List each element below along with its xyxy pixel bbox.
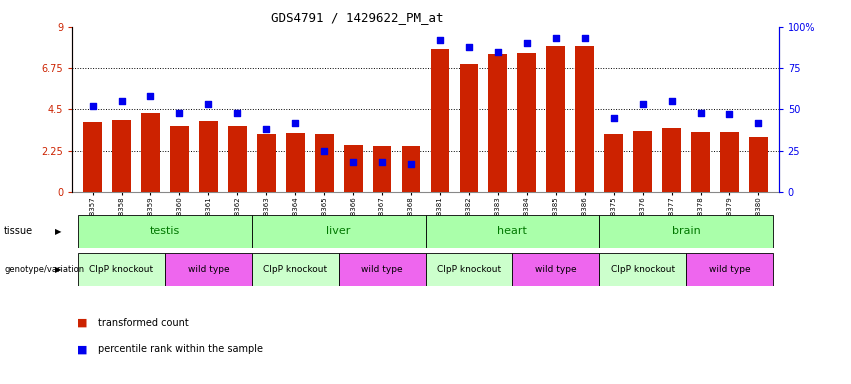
Bar	[83, 122, 102, 192]
Bar	[720, 132, 739, 192]
Bar	[546, 46, 565, 192]
Point	[404, 161, 418, 167]
Bar	[460, 64, 478, 192]
Text: brain: brain	[671, 226, 700, 237]
Bar	[315, 134, 334, 192]
Bar	[252, 253, 339, 286]
Text: ▶: ▶	[54, 265, 61, 274]
Point	[260, 126, 273, 132]
Text: ■: ■	[77, 344, 87, 354]
Point	[722, 111, 736, 118]
Bar	[170, 126, 189, 192]
Text: genotype/variation: genotype/variation	[4, 265, 84, 274]
Bar	[339, 253, 426, 286]
Point	[520, 40, 534, 46]
Text: wild type: wild type	[362, 265, 403, 274]
Text: transformed count: transformed count	[98, 318, 189, 328]
Bar	[599, 253, 686, 286]
Point	[433, 37, 447, 43]
Bar	[286, 133, 305, 192]
Text: percentile rank within the sample: percentile rank within the sample	[98, 344, 263, 354]
Bar	[686, 253, 773, 286]
Text: wild type: wild type	[187, 265, 229, 274]
Text: GDS4791 / 1429622_PM_at: GDS4791 / 1429622_PM_at	[271, 12, 443, 25]
Bar	[662, 128, 681, 192]
Point	[607, 115, 620, 121]
Point	[491, 49, 505, 55]
Text: wild type: wild type	[709, 265, 751, 274]
Point	[694, 110, 707, 116]
Point	[751, 119, 765, 126]
Point	[202, 101, 215, 108]
Bar	[78, 215, 252, 248]
Text: heart: heart	[497, 226, 528, 237]
Bar	[199, 121, 218, 192]
Text: ClpP knockout: ClpP knockout	[610, 265, 675, 274]
Bar	[228, 126, 247, 192]
Bar	[112, 119, 131, 192]
Bar	[575, 46, 594, 192]
Bar	[749, 137, 768, 192]
Text: liver: liver	[327, 226, 351, 237]
Text: tissue: tissue	[4, 226, 33, 237]
Point	[231, 110, 244, 116]
Bar	[426, 215, 599, 248]
Text: wild type: wild type	[535, 265, 577, 274]
Bar	[517, 53, 536, 192]
Point	[288, 119, 302, 126]
Point	[636, 101, 649, 108]
Bar	[599, 215, 773, 248]
Point	[549, 35, 563, 41]
Point	[173, 110, 186, 116]
Text: ▶: ▶	[54, 227, 61, 236]
Point	[115, 98, 129, 104]
Bar	[426, 253, 512, 286]
Point	[375, 159, 389, 166]
Point	[578, 35, 591, 41]
Bar	[344, 145, 363, 192]
Bar	[165, 253, 252, 286]
Point	[86, 103, 100, 109]
Text: ClpP knockout: ClpP knockout	[263, 265, 328, 274]
Bar	[431, 49, 449, 192]
Bar	[78, 253, 165, 286]
Bar	[373, 146, 391, 192]
Point	[462, 44, 476, 50]
Bar	[691, 132, 710, 192]
Point	[665, 98, 678, 104]
Text: ■: ■	[77, 318, 87, 328]
Bar	[252, 215, 426, 248]
Point	[317, 148, 331, 154]
Text: ClpP knockout: ClpP knockout	[89, 265, 154, 274]
Bar	[488, 55, 507, 192]
Bar	[633, 131, 652, 192]
Point	[346, 159, 360, 166]
Bar	[512, 253, 599, 286]
Text: testis: testis	[150, 226, 180, 237]
Point	[144, 93, 157, 99]
Bar	[141, 113, 160, 192]
Bar	[604, 134, 623, 192]
Bar	[257, 134, 276, 192]
Bar	[402, 146, 420, 192]
Text: ClpP knockout: ClpP knockout	[437, 265, 501, 274]
